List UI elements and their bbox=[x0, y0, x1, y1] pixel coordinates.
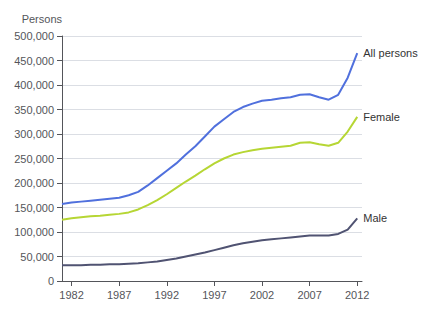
svg-text:150,000: 150,000 bbox=[14, 202, 54, 214]
svg-text:2007: 2007 bbox=[297, 289, 321, 301]
svg-text:2012: 2012 bbox=[345, 289, 369, 301]
svg-text:250,000: 250,000 bbox=[14, 153, 54, 165]
svg-text:500,000: 500,000 bbox=[14, 30, 54, 42]
svg-text:400,000: 400,000 bbox=[14, 79, 54, 91]
svg-text:1997: 1997 bbox=[202, 289, 226, 301]
svg-text:1987: 1987 bbox=[107, 289, 131, 301]
svg-text:0: 0 bbox=[48, 275, 54, 287]
svg-text:1992: 1992 bbox=[155, 289, 179, 301]
svg-text:450,000: 450,000 bbox=[14, 55, 54, 67]
svg-text:2002: 2002 bbox=[250, 289, 274, 301]
svg-text:1982: 1982 bbox=[59, 289, 83, 301]
svg-text:Male: Male bbox=[363, 212, 387, 224]
svg-text:100,000: 100,000 bbox=[14, 226, 54, 238]
svg-text:Female: Female bbox=[363, 111, 400, 123]
svg-text:200,000: 200,000 bbox=[14, 177, 54, 189]
svg-text:300,000: 300,000 bbox=[14, 128, 54, 140]
svg-text:Persons: Persons bbox=[22, 13, 63, 25]
svg-text:350,000: 350,000 bbox=[14, 104, 54, 116]
svg-text:All persons: All persons bbox=[363, 47, 418, 59]
svg-text:50,000: 50,000 bbox=[20, 251, 54, 263]
